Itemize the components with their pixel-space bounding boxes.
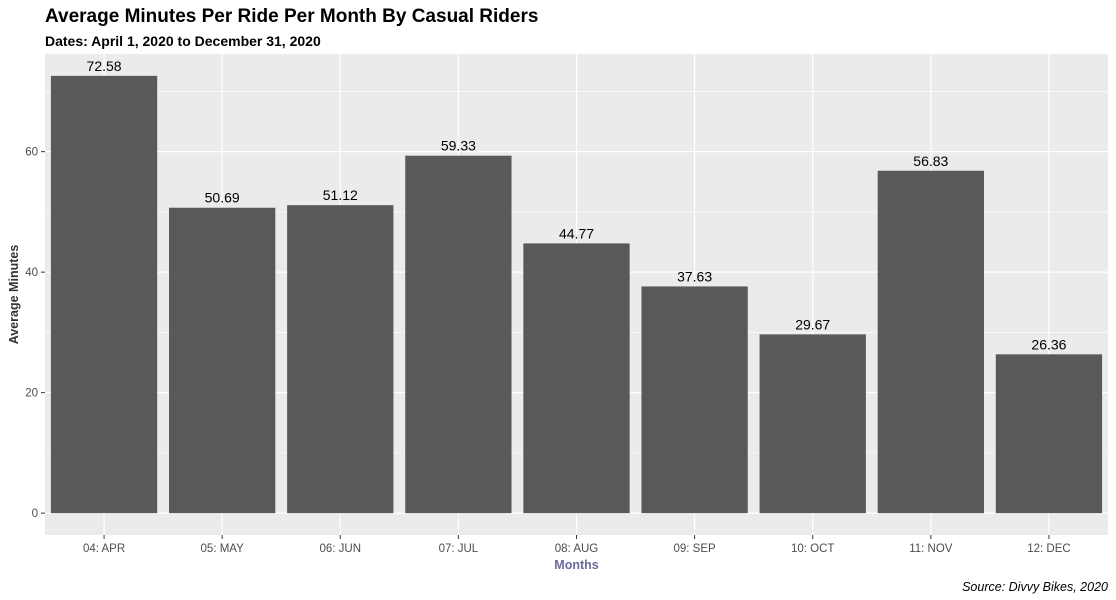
data-label: 26.36 bbox=[1031, 336, 1066, 352]
bar bbox=[405, 155, 512, 514]
bar bbox=[50, 75, 158, 514]
data-label: 59.33 bbox=[441, 138, 476, 154]
x-tick-label: 09: SEP bbox=[674, 543, 717, 555]
x-tick-label: 07: JUL bbox=[439, 543, 479, 555]
x-tick-label: 11: NOV bbox=[909, 543, 953, 555]
y-tick-label: 20 bbox=[25, 388, 38, 400]
y-axis: 0 20 40 60 bbox=[25, 147, 45, 520]
x-tick-label: 08: AUG bbox=[555, 543, 599, 555]
x-tick-label: 12: DEC bbox=[1027, 543, 1070, 555]
data-label: 37.63 bbox=[677, 268, 712, 284]
data-label: 44.77 bbox=[559, 225, 594, 241]
bar bbox=[523, 243, 630, 514]
chart-subtitle: Dates: April 1, 2020 to December 31, 202… bbox=[45, 33, 321, 49]
source-caption: Source: Divvy Bikes, 2020 bbox=[962, 580, 1108, 594]
y-tick-label: 0 bbox=[32, 508, 38, 520]
x-tick-label: 06: JUN bbox=[320, 543, 362, 555]
x-axis-title: Months bbox=[554, 558, 598, 572]
y-tick-label: 60 bbox=[25, 147, 38, 159]
y-axis-title: Average Minutes bbox=[7, 245, 21, 345]
bar bbox=[877, 170, 984, 514]
data-label: 51.12 bbox=[323, 187, 358, 203]
data-label: 56.83 bbox=[913, 153, 948, 169]
bar bbox=[995, 354, 1103, 514]
x-tick-label: 04: APR bbox=[83, 543, 125, 555]
data-label: 72.58 bbox=[87, 58, 122, 74]
y-tick-label: 40 bbox=[25, 267, 38, 279]
bar bbox=[169, 207, 276, 514]
data-labels: 72.58 50.69 51.12 59.33 44.77 37.63 29.67 56.83… bbox=[87, 58, 1067, 352]
data-label: 50.69 bbox=[205, 190, 240, 206]
x-tick-label: 10: OCT bbox=[791, 543, 834, 555]
bar bbox=[759, 334, 866, 514]
bar bbox=[641, 286, 748, 514]
bar bbox=[287, 205, 394, 514]
bars bbox=[50, 75, 1103, 514]
data-label: 29.67 bbox=[795, 316, 830, 332]
x-axis: 04: APR 05: MAY 06: JUN 07: JUL 08: AUG 09: S… bbox=[83, 535, 1071, 555]
x-tick-label: 05: MAY bbox=[201, 543, 245, 555]
chart-title: Average Minutes Per Ride Per Month By Ca… bbox=[45, 6, 539, 27]
